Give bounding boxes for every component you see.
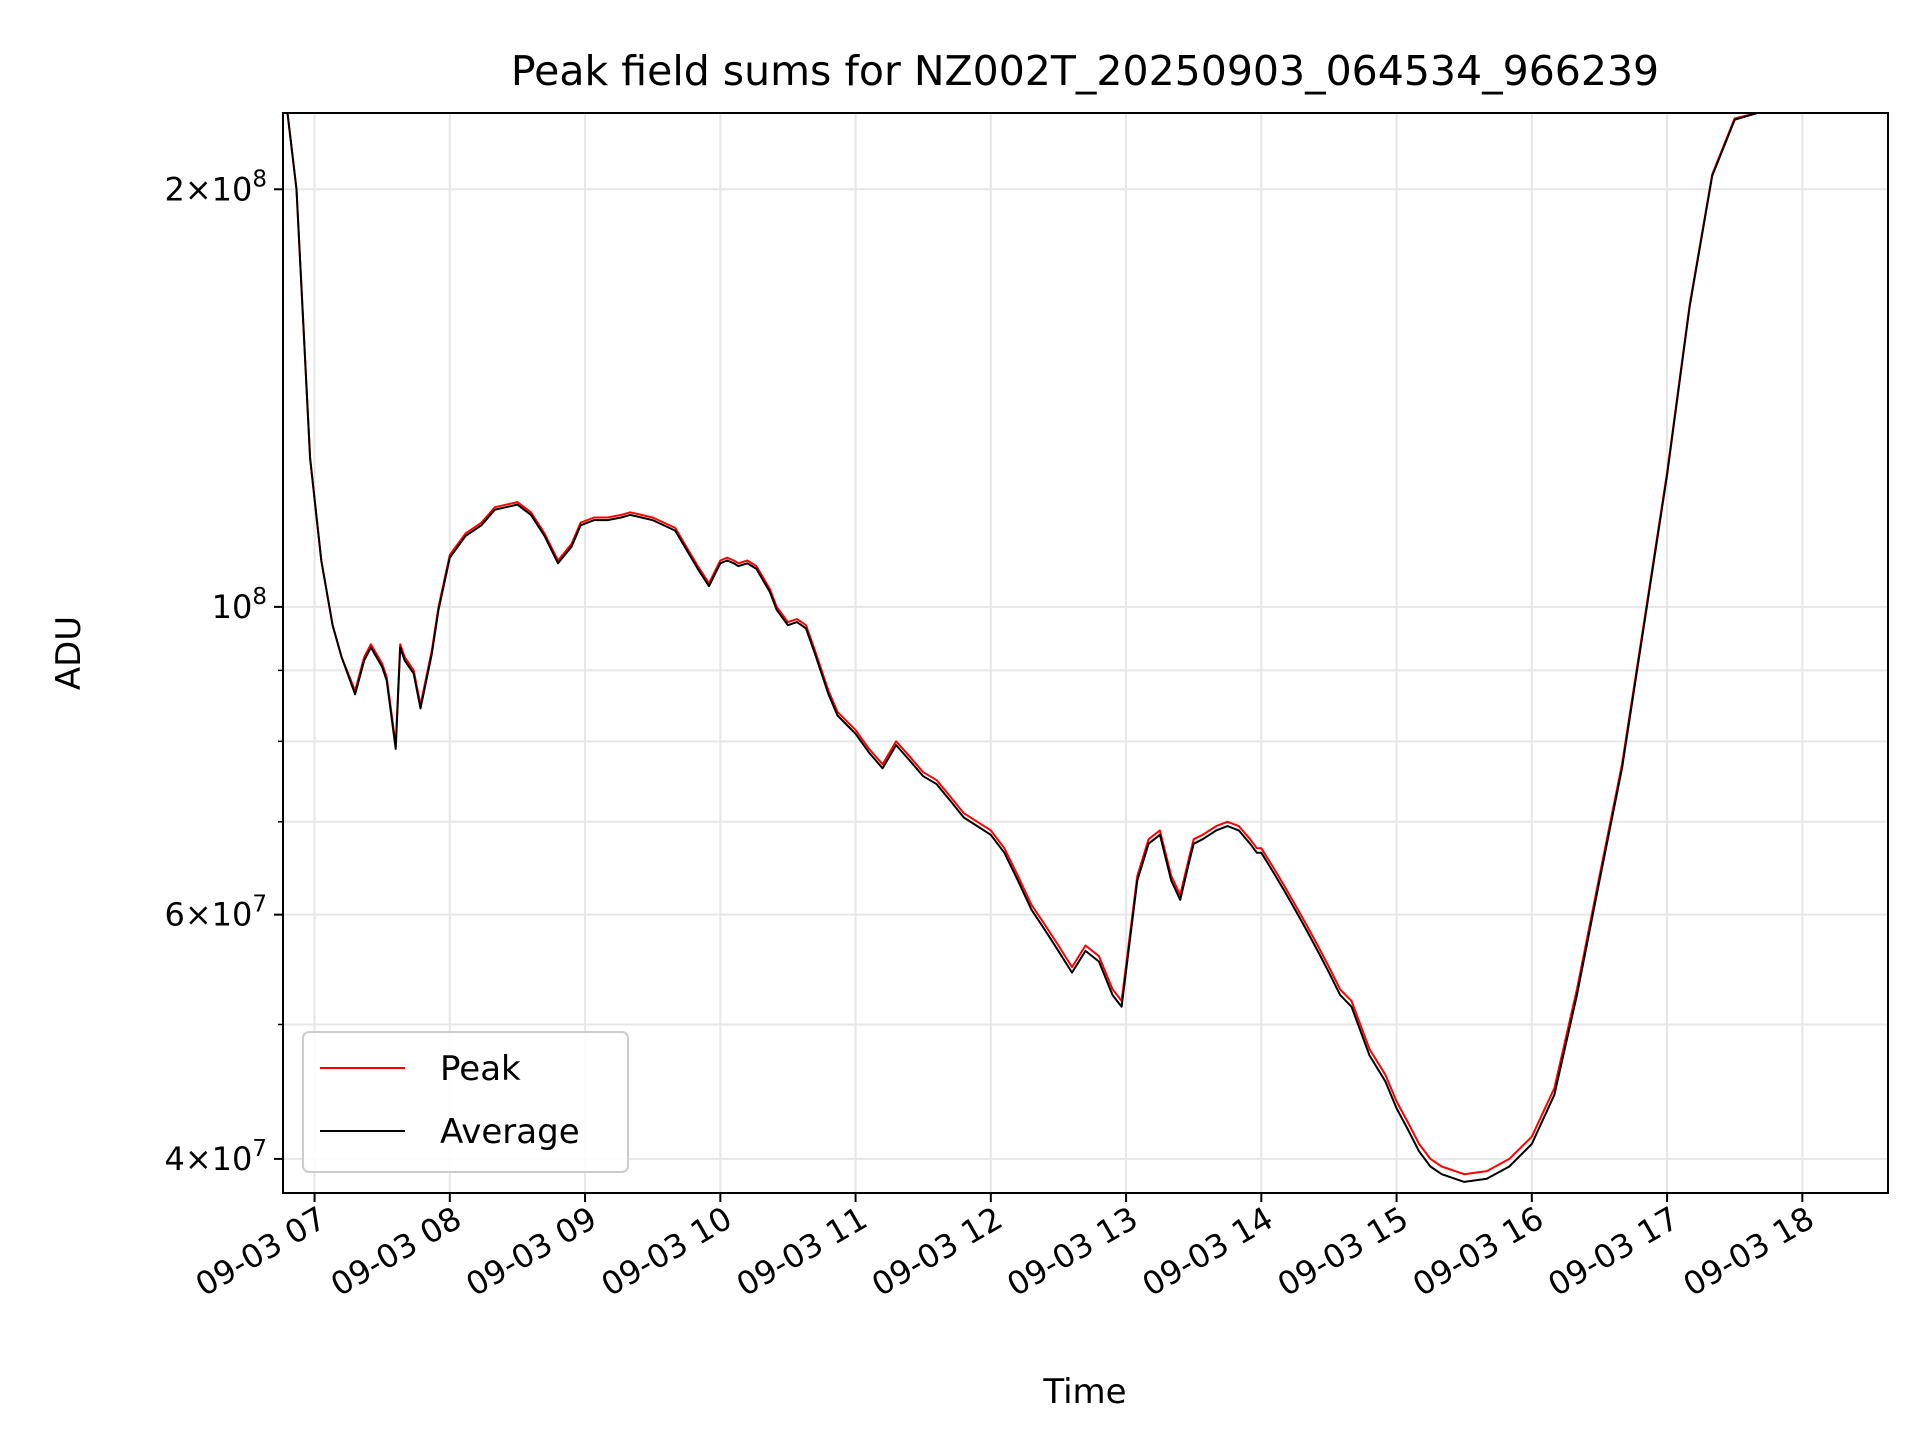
legend: Peak Average <box>302 1031 629 1173</box>
y-tick-label: 108 <box>212 584 267 626</box>
y-tick-label: 2×108 <box>164 166 267 208</box>
legend-label-average: Average <box>440 1112 580 1152</box>
y-tick-label: 6×107 <box>164 892 267 934</box>
chart-title: Peak field sums for NZ002T_20250903_0645… <box>511 47 1659 95</box>
plot-frame <box>282 112 1889 1194</box>
y-tick-label: 4×107 <box>164 1136 267 1178</box>
grid <box>283 113 1888 1193</box>
x-axis-label: Time <box>1042 1372 1126 1412</box>
y-axis: 2×108 108 6×107 4×107 <box>164 166 283 1178</box>
legend-label-peak: Peak <box>440 1049 521 1089</box>
series-line-average <box>283 113 1888 1183</box>
y-axis-label: ADU <box>49 616 89 690</box>
series-layer <box>283 113 1888 1183</box>
